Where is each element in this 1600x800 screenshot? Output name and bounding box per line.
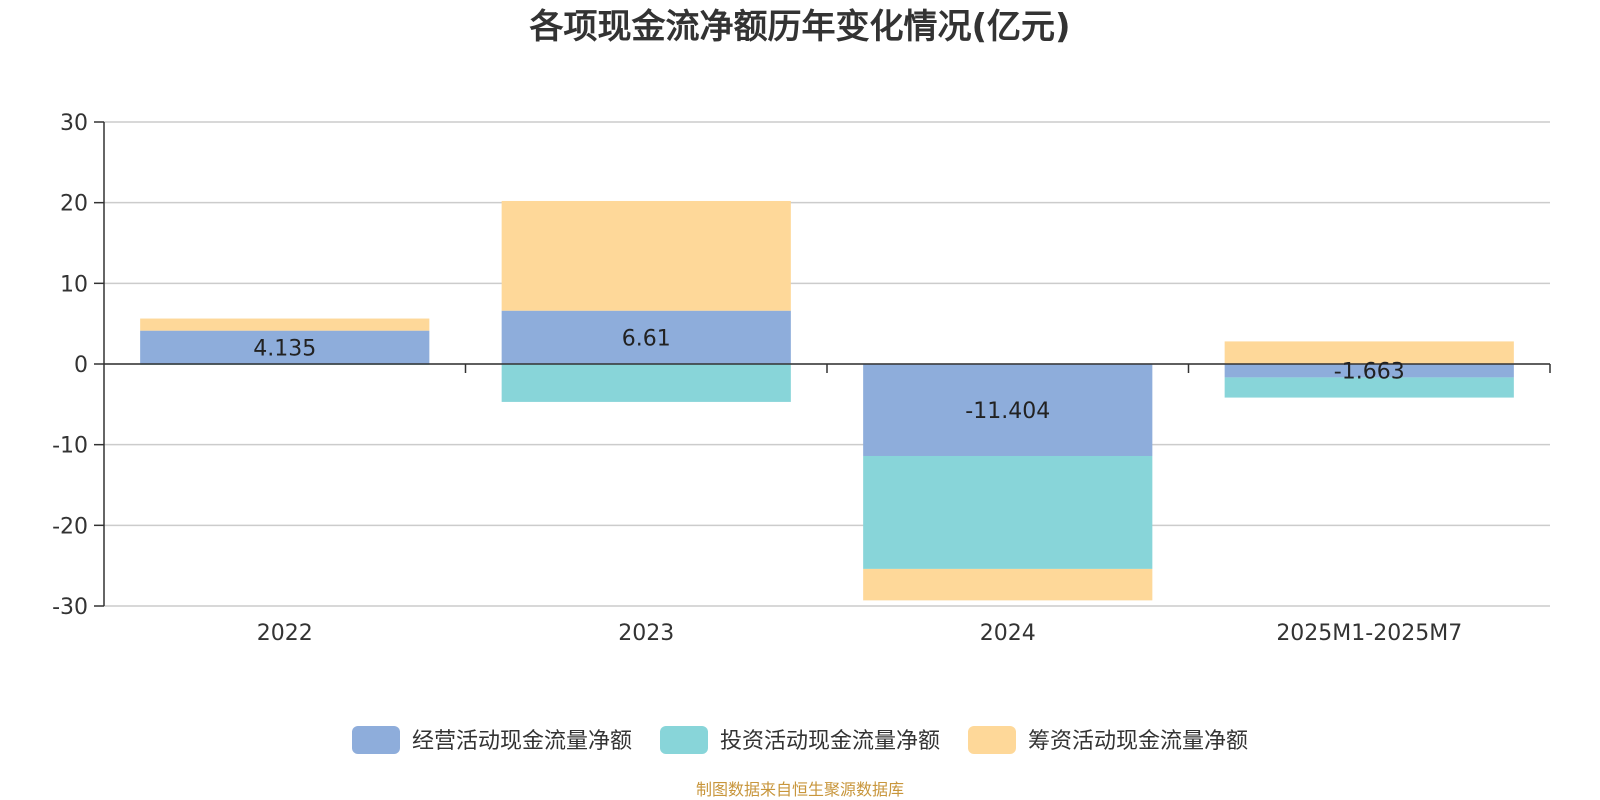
legend-swatch	[352, 726, 400, 754]
bar-segment-3	[863, 568, 1153, 601]
bar-segment-2	[501, 364, 791, 402]
bar-segment-2	[863, 455, 1153, 569]
legend-swatch	[660, 726, 708, 754]
legend-label: 经营活动现金流量净额	[412, 729, 632, 754]
axes	[94, 121, 1551, 607]
bar-segment-3	[140, 318, 430, 331]
legend: 经营活动现金流量净额 投资活动现金流量净额 筹资活动现金流量净额	[352, 726, 1248, 754]
bar-series	[140, 200, 1514, 601]
x-category-label: 2025M1-2025M7	[1276, 621, 1462, 646]
chart-title: 各项现金流净额历年变化情况(亿元)	[529, 7, 1070, 47]
data-label: 6.61	[622, 326, 671, 351]
data-label: 4.135	[253, 336, 316, 361]
source-note: 制图数据来自恒生聚源数据库	[696, 780, 904, 799]
y-tick-label: 20	[60, 192, 88, 217]
y-tick-label: 10	[60, 272, 88, 297]
data-labels: 4.135 6.61 -11.404 -1.663	[253, 326, 1404, 424]
x-category-label: 2024	[980, 621, 1036, 646]
y-tick-label: 30	[60, 111, 88, 136]
y-tick-label: -20	[52, 514, 88, 539]
data-label: -1.663	[1334, 360, 1405, 385]
data-label: -11.404	[965, 399, 1050, 424]
bar-segment-1	[140, 330, 430, 364]
x-category-labels: 2022 2023 2024 2025M1-2025M7	[257, 621, 1462, 646]
y-tick-label: 0	[74, 353, 88, 378]
x-category-label: 2023	[618, 621, 674, 646]
bar-segment-1	[863, 364, 1153, 456]
bar-segment-3	[1224, 341, 1514, 364]
bar-segment-2	[1224, 377, 1514, 398]
x-category-label: 2022	[257, 621, 313, 646]
legend-label: 投资活动现金流量净额	[720, 729, 940, 754]
y-tick-labels: 30 20 10 0 -10 -20 -30	[52, 111, 88, 620]
bar-segment-3	[501, 200, 791, 311]
bar-segment-1	[1224, 364, 1514, 378]
legend-label: 筹资活动现金流量净额	[1028, 729, 1248, 754]
y-tick-label: -10	[52, 434, 88, 459]
bar-segment-1	[501, 310, 791, 364]
y-tick-label: -30	[52, 595, 88, 620]
legend-swatch	[968, 726, 1016, 754]
